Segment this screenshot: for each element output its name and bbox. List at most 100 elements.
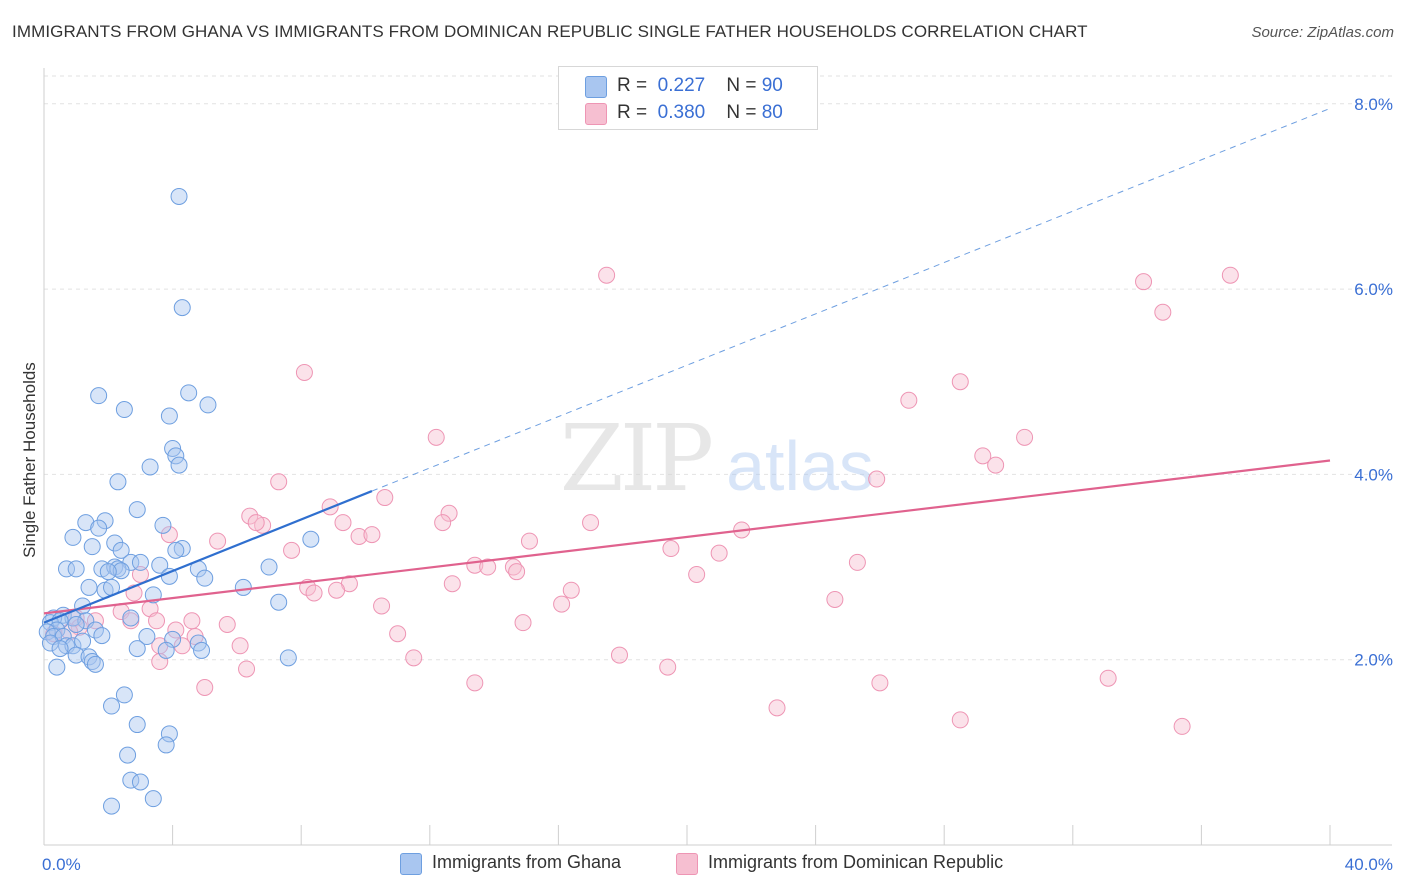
ghana-point-65 (51, 640, 69, 658)
x-tick-label-1: 40.0% (1345, 855, 1393, 874)
dominican-point-18 (247, 514, 265, 532)
dominican-point-57 (167, 621, 185, 639)
ghana-point-15 (154, 516, 172, 534)
dominican-point-13 (376, 489, 394, 507)
ghana-point-43 (270, 593, 288, 611)
dominican-point-8 (1016, 428, 1034, 446)
dominican-point-31 (848, 553, 866, 571)
legend-n-label: N = (726, 75, 757, 96)
dominican-point-45 (826, 590, 844, 608)
dominican-point-29 (662, 540, 680, 558)
dominican-point-36 (688, 565, 706, 583)
ghana-trend-line (43, 490, 373, 624)
dominican-point-9 (974, 447, 992, 465)
ghana-point-16 (90, 519, 108, 537)
ghana-points (38, 187, 320, 815)
ghana-point-76 (115, 686, 133, 704)
ghana-point-10 (170, 456, 188, 474)
ghana-point-6 (160, 407, 178, 425)
dominican-point-67 (405, 649, 423, 667)
ghana-point-60 (41, 634, 59, 652)
ghana-point-74 (86, 655, 104, 673)
ghana-point-37 (196, 569, 214, 587)
dominican-point-66 (610, 646, 628, 664)
legend-r-value: 0.380 (657, 102, 706, 123)
ghana-point-22 (173, 540, 191, 558)
axes-layer (43, 68, 1392, 846)
ghana-point-33 (260, 558, 278, 576)
ghana-point-41 (234, 578, 252, 596)
ghana-point-4 (115, 401, 133, 419)
dominican-point-71 (1099, 669, 1117, 687)
legend-n-label: N = (726, 102, 757, 123)
ghana-point-67 (157, 641, 175, 659)
x-tick-label-0: 0.0% (42, 855, 81, 874)
bottom-legend-swatch-ghana (400, 853, 422, 875)
ghana-point-62 (64, 637, 82, 655)
dominican-point-33 (479, 558, 497, 576)
ghana-point-19 (302, 530, 320, 548)
ghana-point-8 (167, 447, 185, 465)
dominican-point-0 (598, 266, 616, 284)
ghana-point-0 (170, 187, 188, 205)
dominican-point-15 (440, 504, 458, 522)
ghana-point-25 (67, 560, 85, 578)
dominican-point-39 (443, 575, 461, 593)
ghana-point-17 (64, 528, 82, 546)
dominican-point-35 (508, 563, 526, 581)
ghana-point-23 (167, 541, 185, 559)
dominican-point-20 (434, 514, 452, 532)
dominican-point-64 (231, 637, 249, 655)
dominican-point-62 (514, 614, 532, 632)
legend-text-dominican: R = 0.380 N = 80 (617, 102, 783, 124)
dominican-point-19 (334, 514, 352, 532)
ghana-point-9 (141, 458, 159, 476)
bottom-legend-label-ghana: Immigrants from Ghana (432, 852, 622, 872)
dominican-point-5 (951, 373, 969, 391)
ghana-point-28 (151, 556, 169, 574)
ghana-point-52 (122, 609, 140, 627)
dominican-point-55 (218, 615, 236, 633)
dominican-point-61 (389, 625, 407, 643)
dominican-point-24 (350, 527, 368, 545)
ghana-point-77 (103, 697, 121, 715)
ghana-point-32 (131, 553, 149, 571)
ghana-point-75 (48, 658, 66, 676)
dominican-point-46 (373, 597, 391, 615)
dominican-point-50 (148, 612, 166, 630)
dominican-point-77 (1173, 717, 1191, 735)
dominican-point-63 (173, 637, 191, 655)
dominican-point-47 (553, 595, 571, 613)
watermark-atlas: atlas (726, 427, 874, 505)
dominican-point-69 (659, 658, 677, 676)
dominican-point-74 (196, 678, 214, 696)
dominican-trend-line (43, 459, 1331, 615)
dominican-point-21 (582, 514, 600, 532)
ghana-point-38 (80, 578, 98, 596)
ghana-point-12 (128, 501, 146, 519)
dominican-point-42 (328, 581, 346, 599)
ghana-point-81 (119, 746, 137, 764)
dominican-point-4 (295, 363, 313, 381)
dominican-point-7 (427, 428, 445, 446)
grid-layer (44, 75, 1392, 661)
dominican-point-41 (305, 584, 323, 602)
ghana-point-79 (160, 725, 178, 743)
tick-labels: 2.0% 4.0% 6.0% 8.0% 0.0% 40.0% (42, 95, 1393, 874)
legend: R = 0.227 N = 90 R = 0.380 N = 80 (558, 66, 818, 130)
ghana-point-11 (109, 473, 127, 491)
dominican-point-34 (504, 558, 522, 576)
ghana-point-1 (173, 299, 191, 317)
ghana-point-70 (279, 649, 297, 667)
dominican-point-68 (151, 653, 169, 671)
source-label: Source: ZipAtlas.com (1251, 24, 1394, 41)
dominican-point-10 (987, 456, 1005, 474)
ghana-point-24 (58, 560, 76, 578)
dominican-points (45, 266, 1239, 735)
legend-text-ghana: R = 0.227 N = 90 (617, 75, 783, 97)
ghana-point-83 (131, 773, 149, 791)
dominican-point-72 (466, 674, 484, 692)
ghana-point-58 (138, 628, 156, 646)
ghana-point-64 (164, 630, 182, 648)
dominican-point-27 (209, 532, 227, 550)
